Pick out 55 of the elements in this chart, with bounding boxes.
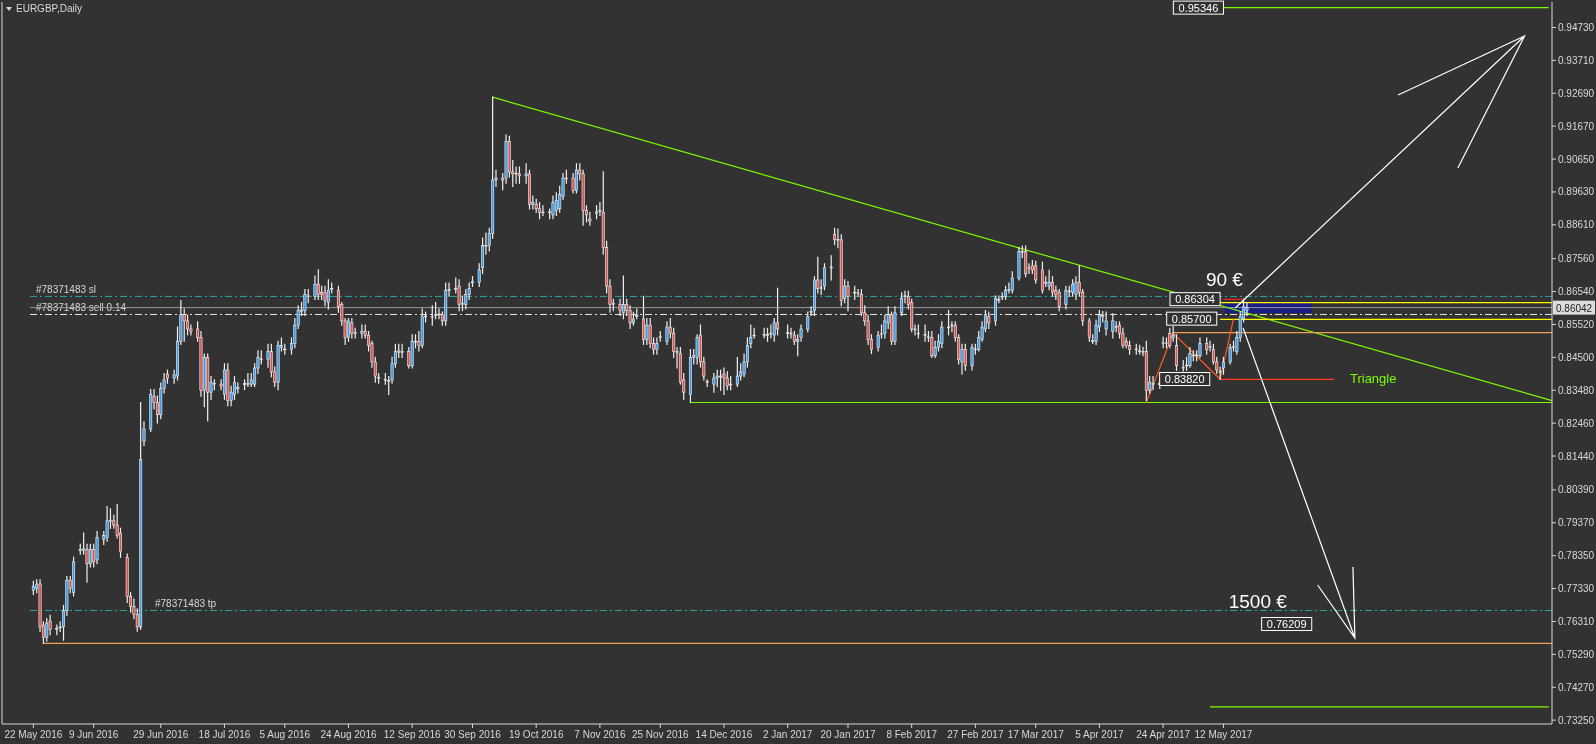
ref-line-label: 0.86042 xyxy=(1556,302,1593,314)
y-tick-label: 0.86540 xyxy=(1558,286,1595,298)
annotation: 0.76209 xyxy=(1266,618,1307,630)
y-tick-label: 0.94730 xyxy=(1558,21,1595,33)
x-tick-label: 18 Jul 2016 xyxy=(198,729,251,740)
y-tick-label: 0.83480 xyxy=(1558,384,1595,396)
y-tick-label: 0.93710 xyxy=(1558,54,1595,66)
x-tick-label: 14 Dec 2016 xyxy=(695,729,753,740)
y-tick-label: 0.91670 xyxy=(1558,120,1595,132)
y-tick-label: 0.87560 xyxy=(1558,253,1595,265)
x-tick-label: 29 Jun 2016 xyxy=(133,729,189,740)
y-tick-label: 0.75290 xyxy=(1558,648,1595,660)
x-tick-label: 17 Mar 2017 xyxy=(1007,729,1065,740)
annotation: 90 € xyxy=(1205,269,1244,290)
y-tick-label: 0.88610 xyxy=(1558,219,1595,231)
x-tick-label: 9 Jun 2016 xyxy=(68,729,119,740)
y-tick-label: 0.74270 xyxy=(1558,681,1595,693)
x-tick-label: 22 May 2016 xyxy=(4,729,63,740)
ref-line-label: #78371483 tp xyxy=(155,598,217,610)
x-tick-label: 7 Nov 2016 xyxy=(574,729,626,740)
annotation: 0.85700 xyxy=(1171,312,1212,325)
x-tick-label: 30 Sep 2016 xyxy=(444,729,502,740)
y-tick-label: 0.79370 xyxy=(1558,517,1595,529)
y-tick-label: 0.90650 xyxy=(1558,153,1595,165)
x-tick-label: 2 Jan 2017 xyxy=(762,729,813,740)
y-tick-label: 0.81440 xyxy=(1558,450,1595,462)
y-tick-label: 0.82460 xyxy=(1558,417,1595,429)
x-tick-label: 27 Feb 2017 xyxy=(947,729,1004,740)
x-tick-label: 24 Aug 2016 xyxy=(320,729,377,740)
y-tick-label: 0.80390 xyxy=(1558,484,1595,496)
annotation: Triangle xyxy=(1349,371,1397,386)
y-tick-label: 0.85520 xyxy=(1558,318,1595,330)
y-tick-label: 0.76310 xyxy=(1558,615,1595,627)
annotation: 1500 € xyxy=(1228,591,1288,612)
y-tick-label: 0.73250 xyxy=(1558,714,1595,726)
x-tick-label: 5 Aug 2016 xyxy=(259,729,311,740)
y-tick-label: 0.92690 xyxy=(1558,87,1595,99)
y-tick-label: 0.78350 xyxy=(1558,550,1595,562)
x-tick-label: 12 May 2017 xyxy=(1194,729,1253,740)
x-tick-label: 5 Apr 2017 xyxy=(1075,729,1125,740)
y-tick-label: 0.84500 xyxy=(1558,351,1595,363)
chart-title: EURGBP,Daily xyxy=(16,3,82,14)
annotation: 0.86304 xyxy=(1175,293,1215,306)
annotation: 0.83820 xyxy=(1164,373,1205,385)
x-tick-label: 19 Oct 2016 xyxy=(508,729,564,740)
x-tick-label: 20 Jan 2017 xyxy=(820,729,876,740)
y-tick-label: 0.89630 xyxy=(1558,186,1595,198)
ref-line-label: #78371483 sl xyxy=(36,284,97,296)
annotation: 0.95346 xyxy=(1178,1,1219,14)
x-tick-label: 12 Sep 2016 xyxy=(383,729,441,740)
y-tick-label: 0.77330 xyxy=(1558,583,1595,595)
x-tick-label: 8 Feb 2017 xyxy=(886,729,938,740)
ref-line-label: #78371483 sell 0.14 xyxy=(36,302,127,314)
x-tick-label: 25 Nov 2016 xyxy=(631,729,690,740)
x-tick-label: 24 Apr 2017 xyxy=(1136,729,1191,740)
